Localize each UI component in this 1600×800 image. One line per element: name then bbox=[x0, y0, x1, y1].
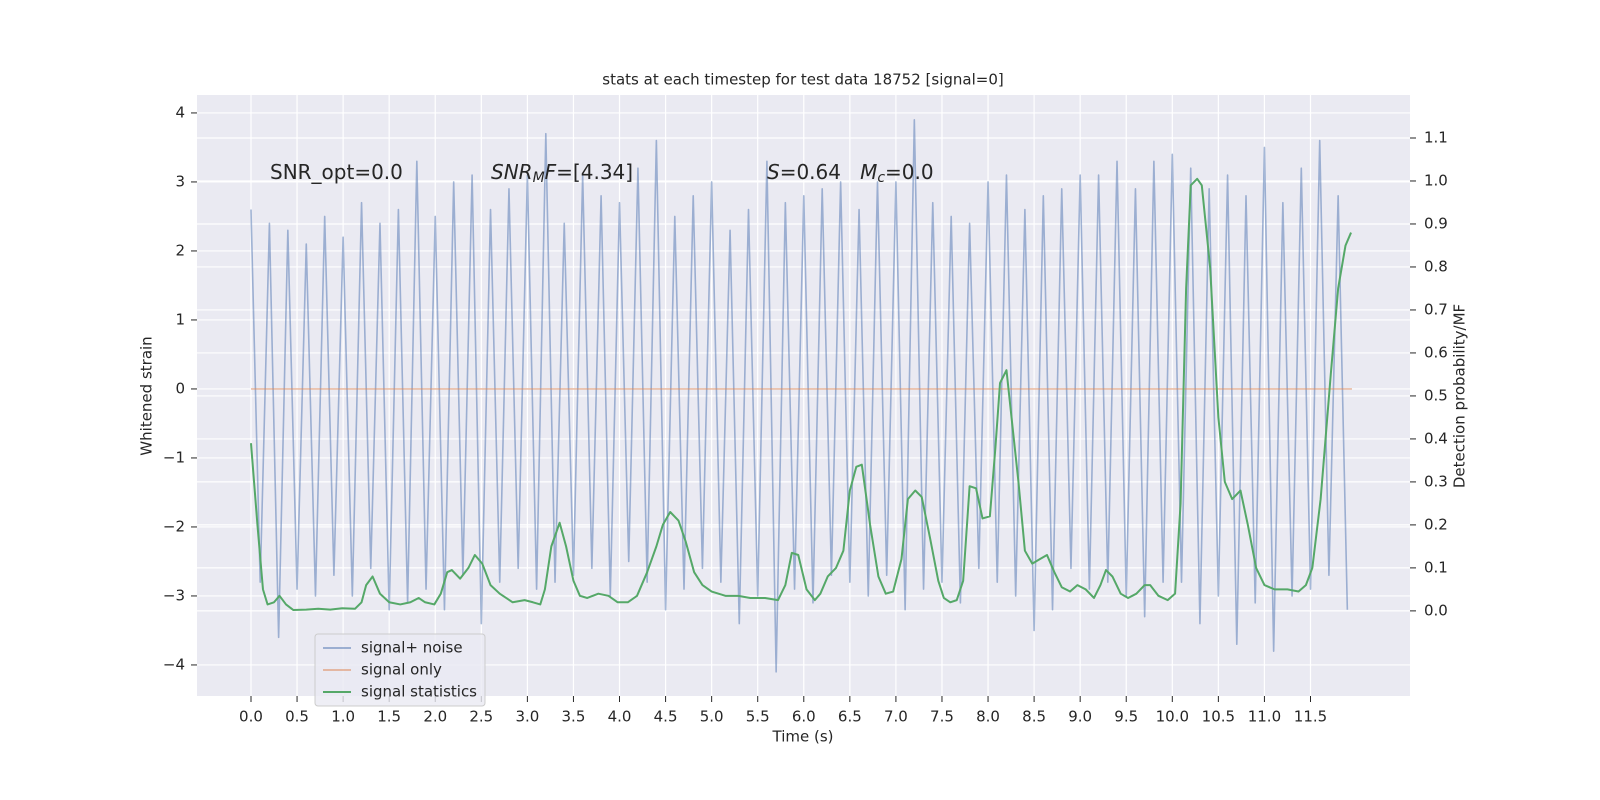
y-tick-label: 1 bbox=[175, 310, 185, 328]
y2-tick-label: 0.0 bbox=[1424, 601, 1448, 619]
x-tick-label: 2.0 bbox=[423, 708, 447, 726]
x-tick-label: 6.0 bbox=[792, 708, 816, 726]
y-tick-label: 2 bbox=[175, 241, 185, 259]
y-tick-label: −3 bbox=[163, 586, 185, 604]
annotation-part: M bbox=[533, 170, 545, 186]
x-tick-label: 9.5 bbox=[1114, 708, 1138, 726]
annotation-part: SNR bbox=[491, 160, 533, 184]
annotation-part: SNR_opt=0.0 bbox=[270, 160, 403, 184]
y2-tick-label: 0.2 bbox=[1424, 515, 1448, 533]
legend-label: signal only bbox=[361, 661, 442, 679]
legend-label: signal statistics bbox=[361, 683, 477, 701]
y-tick-label: −4 bbox=[163, 655, 185, 673]
y2-tick-label: 0.7 bbox=[1424, 300, 1448, 318]
legend-box bbox=[314, 633, 486, 707]
x-tick-label: 10.0 bbox=[1156, 708, 1189, 726]
x-tick-label: 11.5 bbox=[1294, 708, 1327, 726]
y2-tick-label: 0.8 bbox=[1424, 257, 1448, 275]
annotation-part: c bbox=[877, 170, 885, 186]
y2-tick-label: 1.1 bbox=[1424, 128, 1448, 146]
y2-tick-label: 0.9 bbox=[1424, 214, 1448, 232]
series-line bbox=[250, 119, 1349, 673]
annotation: S=0.64 Mc=0.0 bbox=[767, 160, 934, 187]
chart-title: stats at each timestep for test data 187… bbox=[602, 71, 1003, 89]
x-tick-label: 11.0 bbox=[1248, 708, 1281, 726]
x-tick-label: 0.5 bbox=[285, 708, 309, 726]
annotation-part: F bbox=[545, 160, 557, 184]
y-tick-label: 3 bbox=[175, 172, 185, 190]
x-tick-label: 2.5 bbox=[469, 708, 493, 726]
annotation-part: S bbox=[767, 160, 780, 184]
annotation: SNRMF=[4.34] bbox=[491, 160, 633, 187]
annotation-part: =0.64 bbox=[780, 160, 860, 184]
y-tick-label: −2 bbox=[163, 517, 185, 535]
marks bbox=[249, 119, 1352, 673]
y2-tick-label: 0.4 bbox=[1424, 429, 1448, 447]
y2-tick-label: 0.5 bbox=[1424, 386, 1448, 404]
x-tick-label: 1.5 bbox=[377, 708, 401, 726]
x-tick-label: 4.5 bbox=[654, 708, 678, 726]
x-tick-label: 0.0 bbox=[239, 708, 263, 726]
x-tick-label: 9.0 bbox=[1068, 708, 1092, 726]
legend: signal+ noise signal only signal statistic… bbox=[314, 633, 486, 707]
x-axis-label: Time (s) bbox=[772, 728, 834, 746]
y2-tick-label: 0.3 bbox=[1424, 472, 1448, 490]
x-tick-label: 7.0 bbox=[884, 708, 908, 726]
annotation-part: M bbox=[860, 160, 877, 184]
annotation: SNR_opt=0.0 bbox=[270, 160, 403, 184]
x-tick-label: 7.5 bbox=[930, 708, 954, 726]
x-tick-label: 8.5 bbox=[1022, 708, 1046, 726]
x-tick-label: 8.0 bbox=[976, 708, 1000, 726]
annotation-part: =[4.34] bbox=[556, 160, 633, 184]
x-tick-label: 5.5 bbox=[746, 708, 770, 726]
y-tick-label: −1 bbox=[163, 448, 185, 466]
y-tick-label: 4 bbox=[175, 103, 185, 121]
y2-tick-label: 1.0 bbox=[1424, 171, 1448, 189]
legend-label: signal+ noise bbox=[361, 639, 463, 657]
overlay: SNR_opt=0.0 SNRMF=[4.34] S=0.64 Mc=0.0sign… bbox=[270, 160, 934, 707]
x-tick-label: 5.0 bbox=[700, 708, 724, 726]
x-tick-label: 3.5 bbox=[562, 708, 586, 726]
x-tick-label: 6.5 bbox=[838, 708, 862, 726]
x-tick-label: 10.5 bbox=[1202, 708, 1235, 726]
x-tick-label: 3.0 bbox=[515, 708, 539, 726]
series-line bbox=[249, 177, 1352, 612]
y-axis-label: Whitened strain bbox=[138, 336, 156, 455]
y2-tick-label: 0.1 bbox=[1424, 558, 1448, 576]
y-tick-label: 0 bbox=[175, 379, 185, 397]
annotation-part: =0.0 bbox=[885, 160, 934, 184]
y2-tick-label: 0.6 bbox=[1424, 343, 1448, 361]
y2-axis-label: Detection probability/MF bbox=[1451, 304, 1469, 488]
x-tick-label: 1.0 bbox=[331, 708, 355, 726]
grid: 0.0 0.5 1.0 1.5 2.0 2.5 3.0 3.5 4.0 4.5 5.0 5.5 6.0 6… bbox=[163, 95, 1448, 726]
x-tick-label: 4.0 bbox=[608, 708, 632, 726]
